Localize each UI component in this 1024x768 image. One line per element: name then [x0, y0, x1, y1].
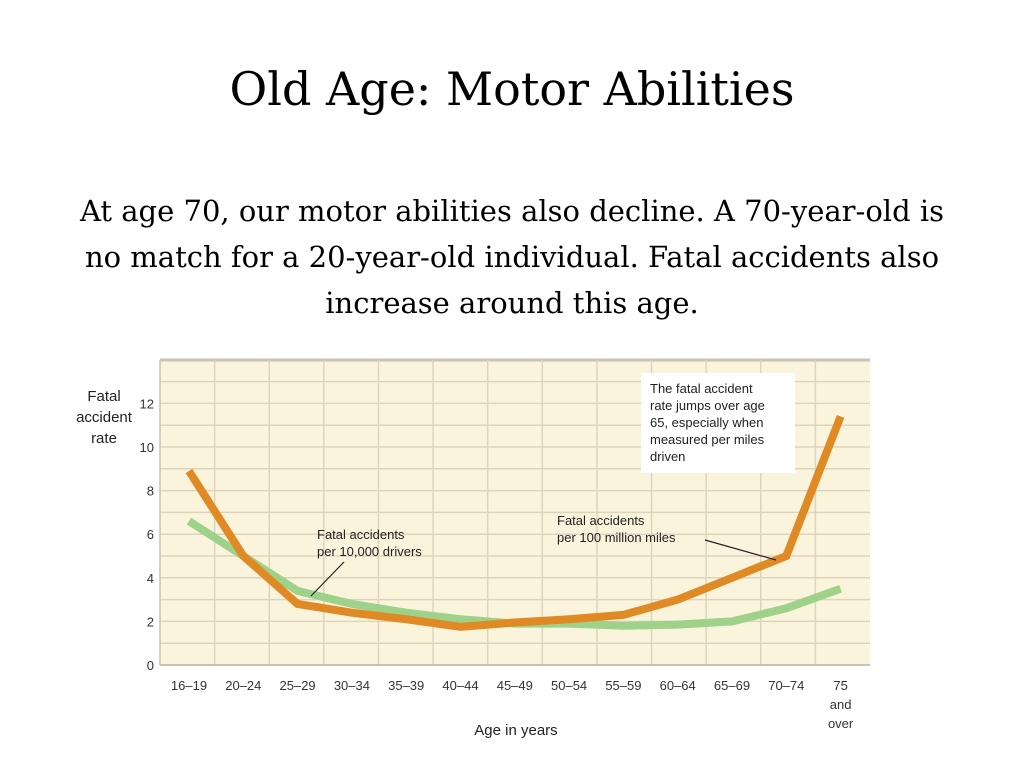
- x-tick-label: 45–49: [497, 678, 533, 693]
- series-leader-line: [310, 561, 345, 597]
- annotation-box: [641, 373, 795, 473]
- x-tick-label: 65–69: [714, 678, 750, 693]
- series-leader-line: [704, 539, 777, 561]
- series-label-miles: Fatal accidents: [557, 513, 645, 528]
- series-line: [185, 415, 845, 631]
- annotation-text: 65, especially when: [650, 415, 763, 430]
- y-tick-label: 6: [147, 527, 154, 542]
- x-tick-label: and: [830, 697, 852, 712]
- annotation-text: driven: [650, 449, 685, 464]
- y-axis-label: Fatal: [87, 388, 120, 405]
- annotation-text: rate jumps over age: [650, 398, 765, 413]
- y-tick-label: 8: [147, 484, 154, 499]
- x-tick-label: 35–39: [388, 678, 424, 693]
- y-tick-label: 12: [140, 396, 154, 411]
- x-tick-label: 40–44: [442, 678, 478, 693]
- x-tick-label: 20–24: [225, 678, 261, 693]
- slide-body-text: At age 70, our motor abilities also decl…: [79, 194, 945, 320]
- series-label-drivers: Fatal accidents: [317, 527, 405, 542]
- x-tick-label: over: [828, 716, 854, 731]
- x-tick-label: 75: [833, 678, 847, 693]
- y-axis-label: accident: [76, 409, 133, 426]
- x-axis-label: Age in years: [474, 722, 557, 739]
- x-tick-label: 16–19: [171, 678, 207, 693]
- x-tick-label: 60–64: [660, 678, 696, 693]
- series-label-drivers: per 10,000 drivers: [317, 544, 422, 559]
- annotation-text: The fatal accident: [650, 381, 753, 396]
- slide-title: Old Age: Motor Abilities: [229, 62, 795, 116]
- x-tick-label: 55–59: [605, 678, 641, 693]
- y-tick-label: 0: [147, 658, 154, 673]
- x-tick-label: 50–54: [551, 678, 587, 693]
- y-axis-label: rate: [91, 430, 117, 447]
- y-tick-label: 4: [147, 571, 154, 586]
- x-tick-label: 30–34: [334, 678, 370, 693]
- y-tick-label: 10: [140, 440, 154, 455]
- y-tick-label: 2: [147, 614, 154, 629]
- x-tick-label: 25–29: [280, 678, 316, 693]
- x-tick-label: 70–74: [768, 678, 804, 693]
- series-label-miles: per 100 million miles: [557, 530, 676, 545]
- annotation-text: measured per miles: [650, 432, 765, 447]
